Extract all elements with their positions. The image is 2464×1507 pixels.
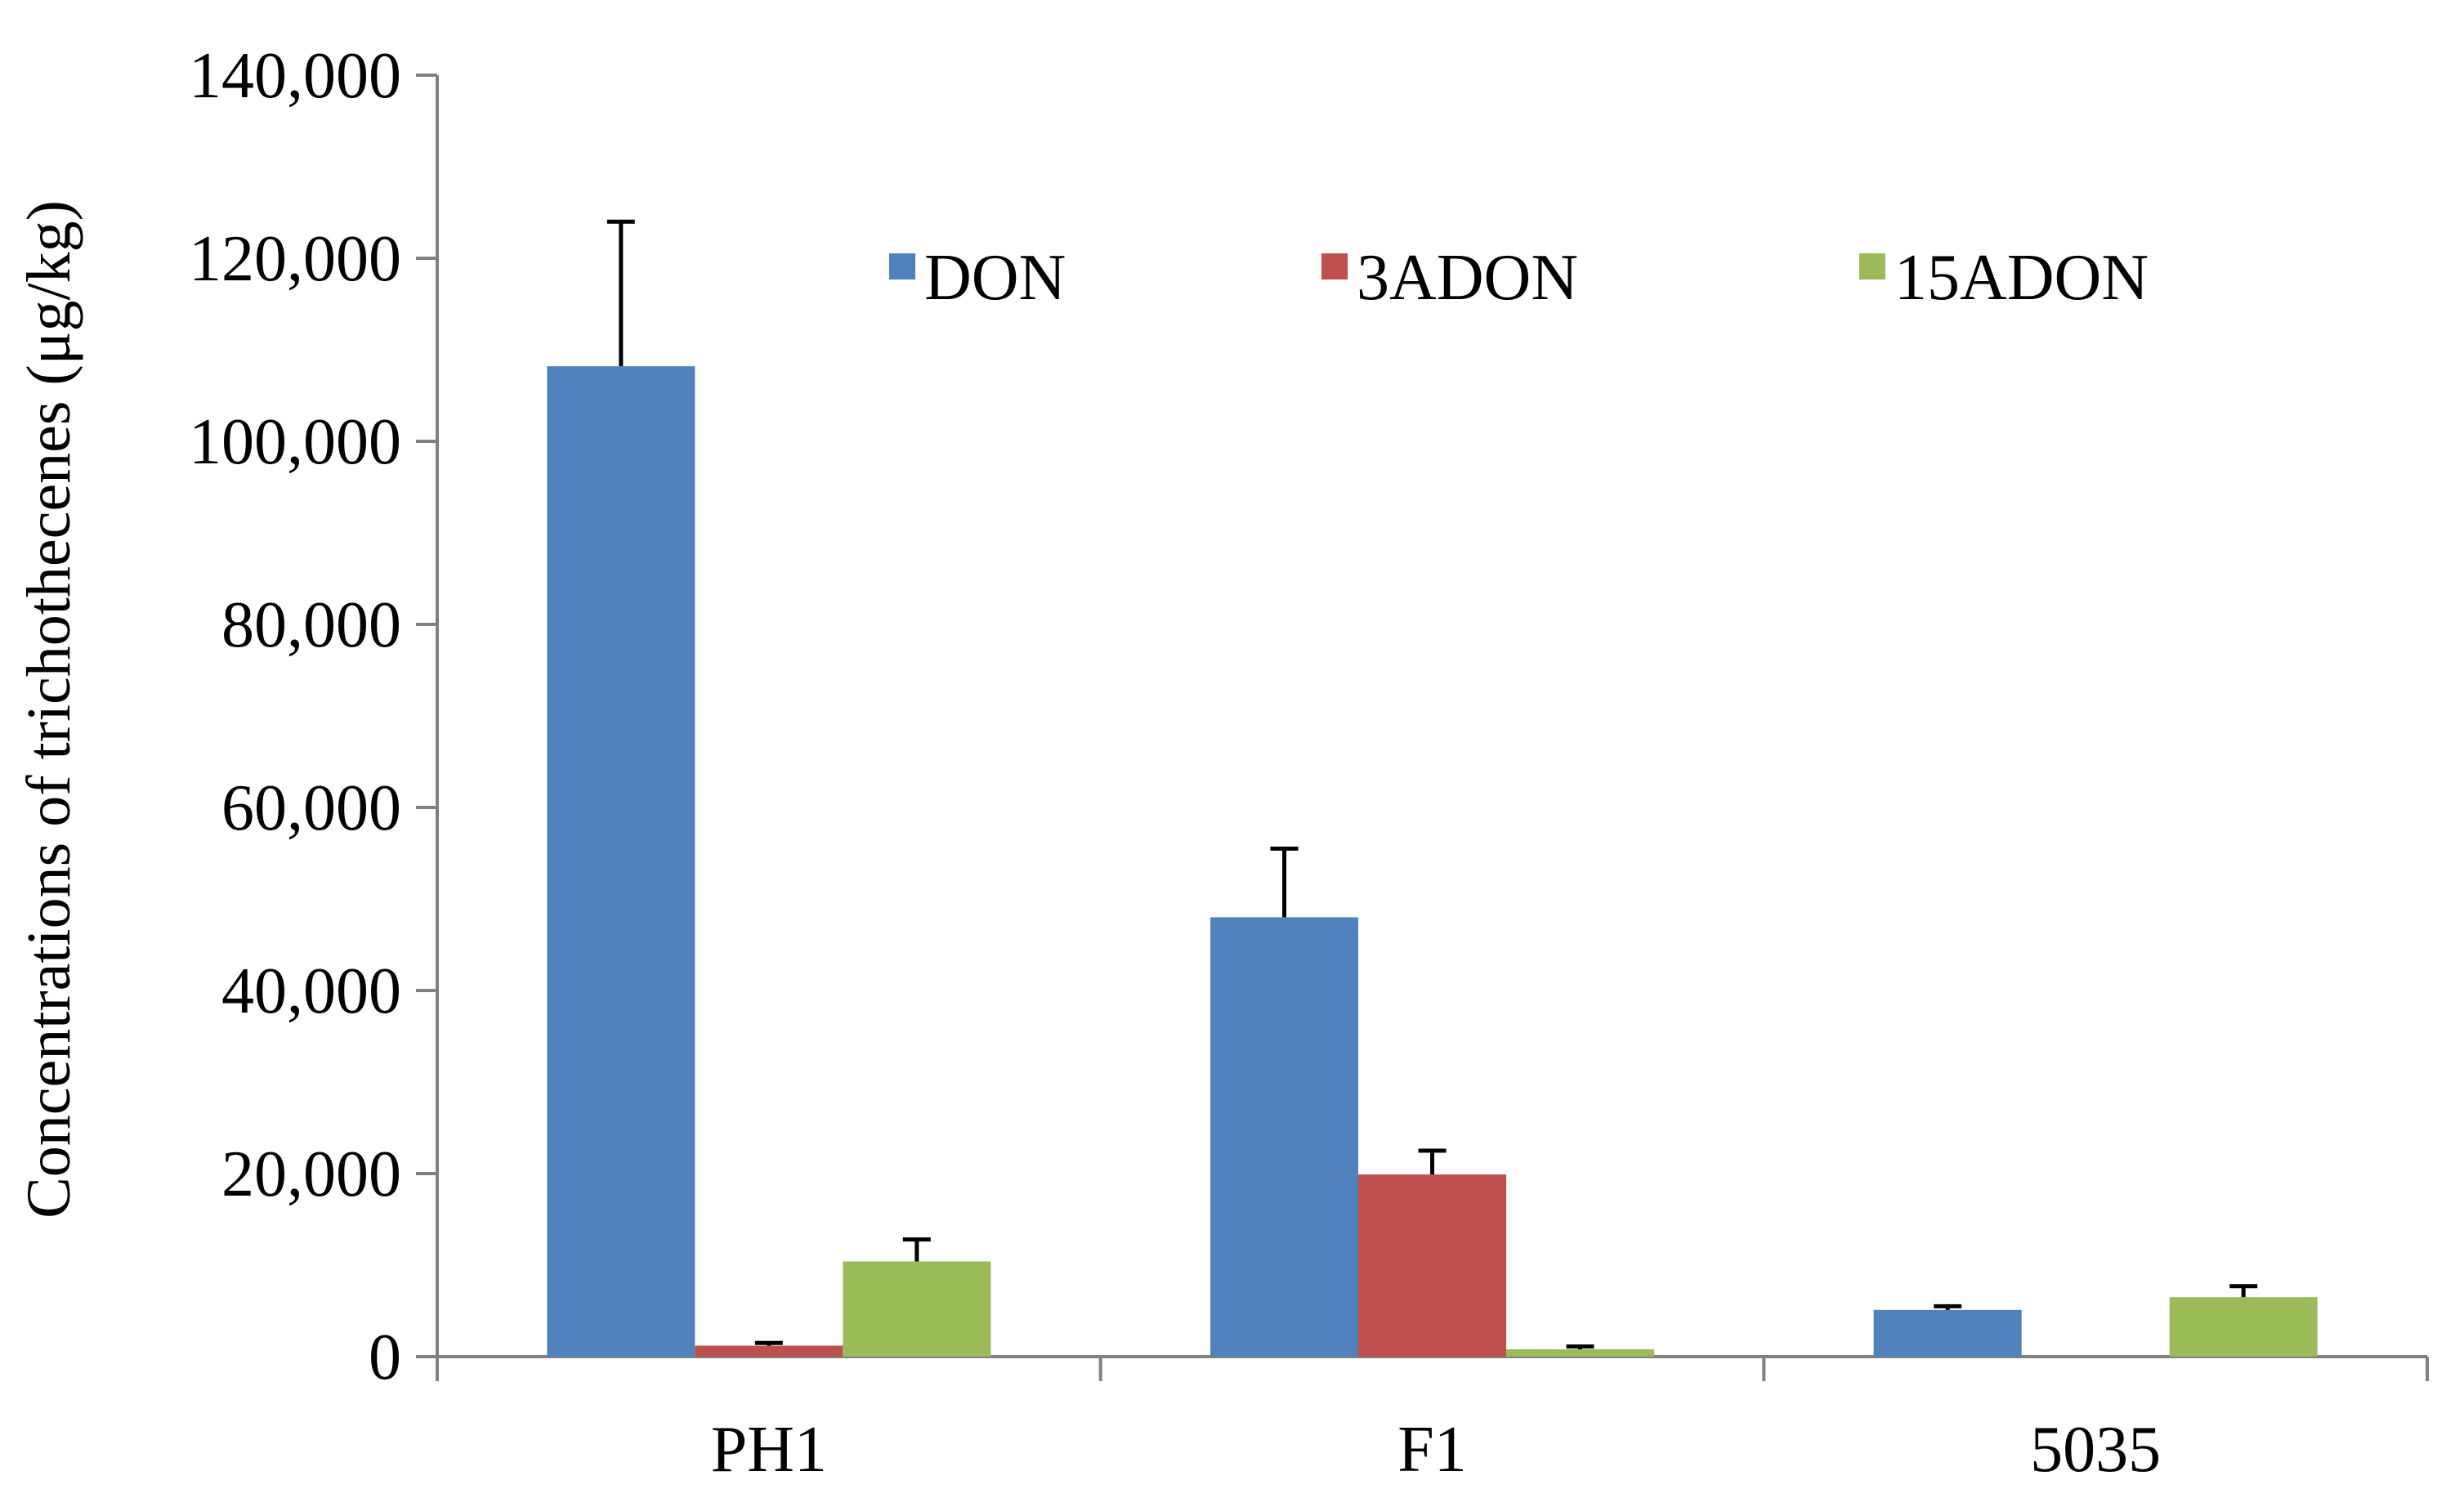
y-tick-label: 60,000 [221,772,401,844]
legend-label-15adon: 15ADON [1894,242,2149,314]
bar-15adon-ph1 [843,1261,991,1357]
legend-label-don: DON [924,242,1066,314]
legend: DON 3ADON 15ADON [889,242,2149,314]
y-axis: 0 20,000 40,000 60,000 80,000 100,000 120,000 1… [189,40,439,1393]
legend-swatch-3adon [1321,253,1348,279]
bar-15adon-f1 [1506,1349,1654,1357]
y-tick-label: 100,000 [189,406,401,478]
bar-3adon-f1 [1358,1174,1506,1357]
y-tick-label: 120,000 [189,223,401,295]
bars [547,219,2318,1357]
bar-15adon-5035 [2169,1297,2318,1357]
legend-swatch-15adon [1859,253,1885,279]
bar-don-ph1 [547,366,695,1357]
y-tick-label: 40,000 [221,955,401,1027]
category-label: PH1 [711,1414,827,1486]
category-label: 5035 [2030,1414,2161,1486]
y-axis-title: Concentrations of trichothecenes (μg/kg) [15,200,83,1219]
legend-swatch-don [889,253,915,279]
y-tick-label: 0 [369,1321,401,1393]
bar-don-f1 [1210,917,1358,1357]
bar-3adon-ph1 [695,1345,843,1357]
x-axis: PH1 F1 5035 [436,1355,2429,1486]
y-tick-label: 20,000 [221,1138,401,1210]
legend-label-3adon: 3ADON [1357,242,1578,314]
y-tick-label: 80,000 [221,589,401,661]
bar-don-5035 [1873,1309,2022,1357]
y-tick-label: 140,000 [189,40,401,112]
category-label: F1 [1397,1414,1467,1486]
